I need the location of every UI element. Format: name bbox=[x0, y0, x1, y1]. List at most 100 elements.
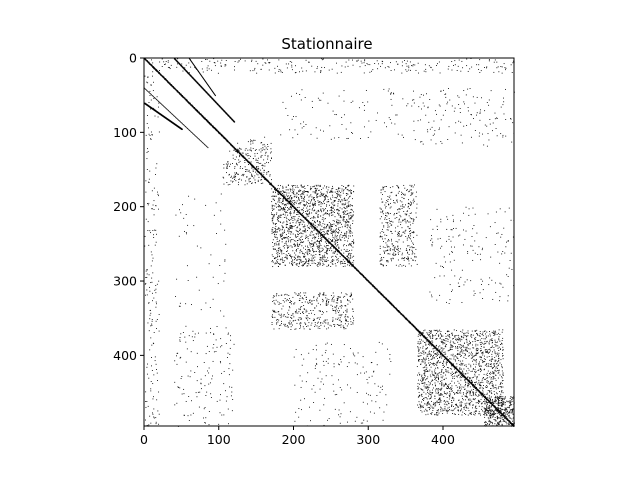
nonzero-mark bbox=[494, 419, 496, 421]
nonzero-mark bbox=[512, 424, 514, 426]
nonzero-mark bbox=[450, 348, 452, 350]
nonzero-mark bbox=[405, 236, 407, 237]
nonzero-mark bbox=[461, 370, 463, 372]
nonzero-mark bbox=[307, 210, 309, 212]
nonzero-mark bbox=[455, 385, 457, 387]
nonzero-mark bbox=[456, 356, 458, 358]
nonzero-mark bbox=[462, 360, 464, 362]
nonzero-mark bbox=[329, 226, 331, 228]
nonzero-mark bbox=[441, 340, 443, 342]
nonzero-mark bbox=[445, 358, 447, 360]
nonzero-mark bbox=[308, 215, 310, 217]
nonzero-mark bbox=[459, 410, 461, 412]
nonzero-mark bbox=[446, 385, 448, 387]
nonzero-mark bbox=[467, 414, 469, 416]
nonzero-mark bbox=[459, 340, 461, 342]
nonzero-mark bbox=[494, 344, 496, 345]
nonzero-mark bbox=[390, 303, 393, 305]
nonzero-mark bbox=[501, 405, 503, 407]
nonzero-mark bbox=[223, 137, 225, 139]
nonzero-mark bbox=[306, 259, 308, 261]
nonzero-mark bbox=[286, 257, 288, 259]
nonzero-mark bbox=[279, 230, 280, 232]
nonzero-mark bbox=[434, 373, 436, 375]
nonzero-mark bbox=[415, 328, 417, 330]
nonzero-mark bbox=[441, 377, 443, 379]
nonzero-mark bbox=[218, 131, 220, 133]
nonzero-mark bbox=[268, 181, 270, 183]
nonzero-mark bbox=[263, 176, 265, 179]
nonzero-mark bbox=[153, 68, 155, 70]
nonzero-mark bbox=[341, 204, 343, 206]
nonzero-mark bbox=[356, 269, 358, 271]
nonzero-mark bbox=[481, 403, 483, 405]
nonzero-mark bbox=[192, 106, 194, 108]
nonzero-mark bbox=[320, 210, 322, 212]
nonzero-mark bbox=[194, 108, 197, 110]
nonzero-mark bbox=[293, 211, 295, 213]
nonzero-mark bbox=[385, 222, 387, 223]
nonzero-mark bbox=[301, 193, 303, 195]
nonzero-mark bbox=[305, 261, 307, 263]
nonzero-mark bbox=[308, 203, 310, 205]
nonzero-mark bbox=[500, 383, 501, 384]
nonzero-mark bbox=[324, 237, 326, 239]
nonzero-mark bbox=[370, 282, 372, 284]
nonzero-mark bbox=[427, 401, 429, 403]
nonzero-mark bbox=[491, 342, 493, 344]
nonzero-mark bbox=[322, 233, 324, 235]
nonzero-mark bbox=[474, 360, 476, 362]
nonzero-mark bbox=[478, 379, 480, 381]
nonzero-mark bbox=[250, 164, 253, 166]
nonzero-mark bbox=[299, 261, 301, 263]
nonzero-mark bbox=[421, 374, 423, 376]
nonzero-mark bbox=[308, 250, 310, 251]
nonzero-mark bbox=[338, 221, 340, 223]
nonzero-mark bbox=[314, 228, 316, 230]
nonzero-mark bbox=[466, 392, 468, 393]
nonzero-mark bbox=[329, 210, 331, 211]
nonzero-mark bbox=[292, 259, 294, 261]
nonzero-mark bbox=[289, 212, 291, 214]
nonzero-mark bbox=[322, 187, 324, 189]
nonzero-mark bbox=[417, 347, 419, 349]
nonzero-mark bbox=[398, 310, 400, 313]
nonzero-mark bbox=[421, 377, 423, 379]
nonzero-mark bbox=[156, 69, 158, 71]
nonzero-mark bbox=[470, 413, 472, 415]
nonzero-mark bbox=[260, 156, 262, 158]
nonzero-mark bbox=[502, 349, 504, 350]
nonzero-mark bbox=[270, 142, 272, 144]
nonzero-mark bbox=[499, 407, 501, 409]
nonzero-mark bbox=[300, 236, 302, 238]
nonzero-mark bbox=[325, 246, 327, 248]
nonzero-mark bbox=[498, 402, 500, 404]
nonzero-mark bbox=[478, 381, 480, 383]
nonzero-mark bbox=[473, 411, 475, 413]
nonzero-mark bbox=[280, 216, 282, 218]
nonzero-mark bbox=[237, 152, 238, 154]
nonzero-mark bbox=[352, 317, 354, 319]
nonzero-mark bbox=[484, 410, 486, 412]
nonzero-mark bbox=[465, 358, 467, 359]
nonzero-mark bbox=[493, 333, 495, 334]
nonzero-mark bbox=[363, 275, 364, 276]
nonzero-mark bbox=[349, 235, 351, 237]
nonzero-mark bbox=[507, 419, 509, 421]
nonzero-mark bbox=[327, 199, 329, 201]
nonzero-mark bbox=[409, 213, 411, 214]
nonzero-mark bbox=[307, 252, 309, 254]
nonzero-mark bbox=[292, 192, 294, 194]
nonzero-mark bbox=[494, 400, 496, 402]
nonzero-mark bbox=[349, 196, 350, 198]
nonzero-mark bbox=[422, 382, 424, 384]
nonzero-mark bbox=[475, 363, 477, 365]
nonzero-mark bbox=[484, 424, 486, 426]
nonzero-mark bbox=[250, 147, 252, 149]
nonzero-mark bbox=[327, 323, 329, 325]
nonzero-mark bbox=[277, 244, 279, 246]
nonzero-mark bbox=[308, 313, 310, 314]
nonzero-mark bbox=[307, 265, 309, 267]
nonzero-mark bbox=[204, 117, 206, 119]
nonzero-mark bbox=[454, 365, 456, 367]
